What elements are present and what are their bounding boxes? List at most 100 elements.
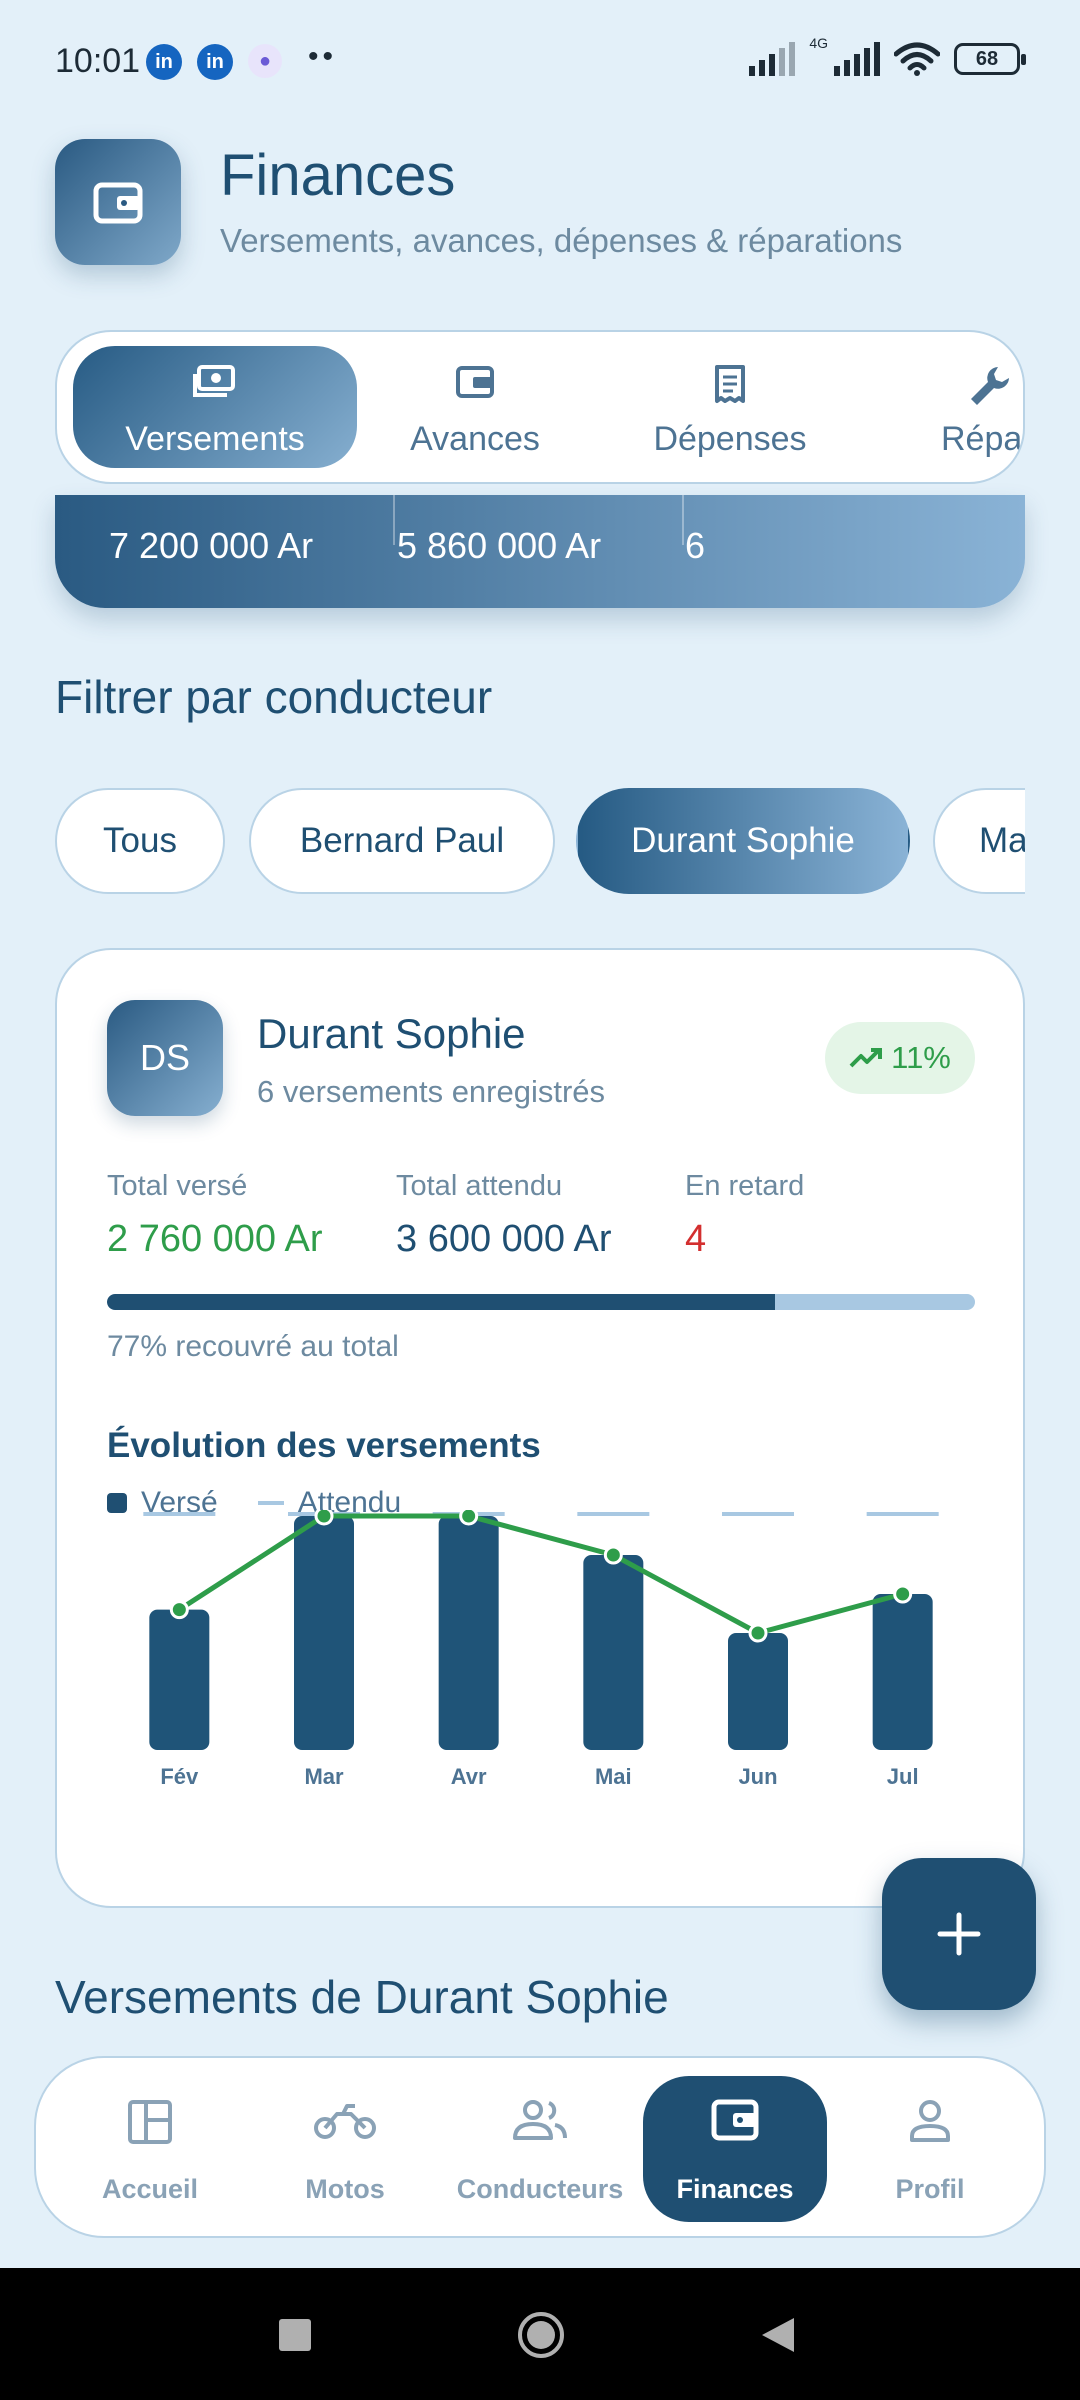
- dashboard-icon: [128, 2100, 172, 2144]
- tab-label: Versements: [125, 420, 305, 458]
- chart-title: Évolution des versements: [107, 1426, 541, 1465]
- system-navigation-bar: [0, 2268, 1080, 2400]
- users-icon: [513, 2100, 567, 2140]
- tab-depenses[interactable]: Dépenses: [597, 346, 863, 468]
- nav-label: Motos: [305, 2174, 385, 2204]
- nav-finances[interactable]: Finances: [643, 2076, 827, 2222]
- stat-total-paid: 2 760 000 Ar: [107, 1218, 323, 1260]
- signal-icon: [834, 42, 880, 76]
- wallet-icon: [456, 366, 494, 398]
- add-payment-button[interactable]: [882, 1858, 1036, 2010]
- trend-value: 11%: [891, 1040, 951, 1075]
- x-tick-label: Jun: [738, 1764, 777, 1789]
- wrench-icon: [971, 367, 1009, 405]
- stat-late: 4: [685, 1218, 707, 1260]
- cash-icon: [193, 365, 235, 397]
- signal-icon: [749, 42, 796, 76]
- filter-title: Filtrer par conducteur: [55, 671, 493, 723]
- recents-button[interactable]: [278, 2318, 312, 2352]
- legend-swatch-bar: [107, 1493, 127, 1513]
- status-icons: 4G 68: [749, 35, 1026, 76]
- nav-conducteurs[interactable]: Conducteurs: [448, 2076, 632, 2222]
- battery-icon: 68: [954, 43, 1026, 75]
- trend-point: [169, 1600, 189, 1620]
- driver-summary-card: DS Durant Sophie 6 versements enregistré…: [55, 948, 1025, 1908]
- divider: [682, 495, 684, 545]
- wifi-icon: [894, 42, 940, 76]
- home-button[interactable]: [516, 2310, 566, 2360]
- x-tick-label: Jul: [887, 1764, 919, 1789]
- status-time: 10:01: [55, 42, 141, 80]
- more-notifications-icon: ••: [308, 40, 338, 73]
- trend-point: [314, 1510, 334, 1526]
- status-bar: 10:01 in in ● •• 4G 68: [0, 0, 1080, 126]
- motorcycle-icon: [314, 2104, 376, 2139]
- driver-subtitle: 6 versements enregistrés: [257, 1074, 606, 1109]
- trending-up-icon: [849, 1048, 883, 1068]
- x-tick-label: Avr: [451, 1764, 487, 1789]
- trend-point: [748, 1623, 768, 1643]
- summary-total: 7 200 000 Ar: [109, 525, 314, 566]
- person-icon: [910, 2100, 950, 2142]
- chart-bar: [438, 1516, 499, 1750]
- summary-received: 5 860 000 Ar: [397, 525, 602, 566]
- divider: [393, 495, 395, 545]
- plus-icon: [937, 1912, 981, 1956]
- stat-total-expected: 3 600 000 Ar: [396, 1218, 612, 1260]
- summary-banner: 7 200 000 Ar 5 860 000 Ar 6: [55, 495, 1025, 608]
- chart-bar: [872, 1594, 933, 1750]
- nav-label: Conducteurs: [456, 2174, 624, 2204]
- driver-name: Durant Sophie: [257, 1010, 526, 1057]
- recovery-progress-bar: [107, 1294, 975, 1310]
- nav-accueil[interactable]: Accueil: [58, 2076, 242, 2222]
- avatar: DS: [107, 1000, 223, 1116]
- nav-profil[interactable]: Profil: [838, 2076, 1022, 2222]
- chart-bar: [583, 1555, 644, 1750]
- legend-swatch-line: [257, 1501, 284, 1505]
- page-subtitle: Versements, avances, dépenses & réparati…: [220, 222, 903, 259]
- chip-durant-sophie[interactable]: Durant Sophie: [576, 788, 910, 894]
- chart-bar: [728, 1633, 788, 1750]
- stat-label: Total attendu: [396, 1170, 563, 1202]
- payments-section-title: Versements de Durant Sophie: [55, 1971, 669, 2023]
- wallet-icon: [55, 139, 181, 265]
- tab-label: Réparat: [941, 420, 1023, 458]
- teams-icon: ●: [248, 44, 282, 78]
- nav-label: Profil: [895, 2174, 965, 2204]
- chart-bar: [294, 1516, 354, 1750]
- nav-motos[interactable]: Motos: [253, 2076, 437, 2222]
- chip-tous[interactable]: Tous: [55, 788, 225, 894]
- nav-label: Accueil: [101, 2174, 199, 2204]
- x-tick-label: Mar: [304, 1764, 344, 1789]
- receipt-icon: [715, 365, 745, 403]
- wallet-icon: [711, 2099, 759, 2141]
- nav-label: Finances: [676, 2174, 794, 2204]
- progress-fill: [107, 1294, 776, 1310]
- driver-filter-chips: Tous Bernard Paul Durant Sophie Ma: [55, 787, 1025, 897]
- trend-line: [177, 1513, 904, 1636]
- chip-bernard-paul[interactable]: Bernard Paul: [249, 788, 555, 894]
- x-tick-label: Fév: [160, 1764, 199, 1789]
- tab-label: Dépenses: [653, 420, 807, 458]
- tab-label: Avances: [410, 420, 540, 458]
- payments-chart: Fév Mar Avr Mai Jun Jul: [143, 1510, 939, 1789]
- x-tick-label: Mai: [595, 1764, 632, 1789]
- chip-next-driver[interactable]: Ma: [933, 788, 1025, 894]
- linkedin-icon: in: [146, 44, 182, 80]
- tab-reparations[interactable]: Réparat: [877, 346, 1023, 468]
- back-button[interactable]: [760, 2316, 796, 2354]
- trend-badge: 11%: [825, 1022, 975, 1094]
- tab-versements[interactable]: Versements: [73, 346, 357, 468]
- trend-point: [893, 1584, 913, 1604]
- linkedin-icon: in: [197, 44, 233, 80]
- trend-point: [603, 1545, 623, 1565]
- chart-bar: [149, 1609, 210, 1750]
- network-type: 4G: [809, 35, 828, 51]
- bottom-navigation: Accueil Motos Conducteurs Finances Profi…: [34, 2056, 1046, 2238]
- stat-label: Total versé: [107, 1170, 248, 1202]
- tab-avances[interactable]: Avances: [373, 346, 577, 468]
- trend-point: [459, 1510, 479, 1526]
- finance-tabs: Versements Avances Dépenses Réparat: [55, 330, 1025, 484]
- progress-text: 77% recouvré au total: [107, 1330, 399, 1363]
- page-title: Finances: [220, 143, 456, 208]
